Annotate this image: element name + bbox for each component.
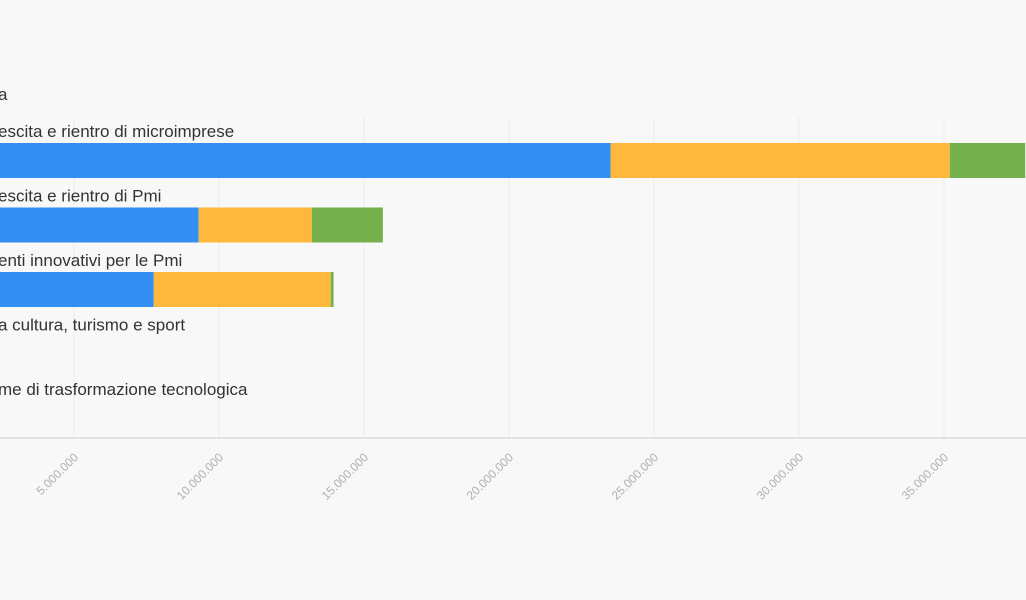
x-tick-label: 25.000.000 (609, 450, 662, 503)
bar-segment (0, 207, 199, 243)
bar-segment (0, 143, 611, 178)
category-label: me di trasformazione tecnologica (0, 380, 248, 399)
bar-segment (0, 272, 154, 307)
category-label: escita e rientro di Pmi (0, 187, 161, 206)
bar-segment (610, 143, 950, 178)
x-tick-label: 10.000.000 (174, 450, 227, 503)
bar-segment (153, 272, 331, 307)
x-tick-label: 15.000.000 (319, 450, 372, 503)
bar-segment (949, 143, 1026, 178)
category-label: escita e rientro di microimprese (0, 122, 234, 141)
x-tick-label: 5.000.000 (33, 450, 81, 498)
category-label: a cultura, turismo e sport (0, 316, 185, 335)
x-tick-label: 30.000.000 (754, 450, 807, 503)
bar-segment (198, 207, 312, 243)
category-labels: escita e rientro di microimprese escita e… (0, 122, 248, 399)
x-tick-label: 35.000.000 (899, 450, 952, 503)
x-tick-label: 20.000.000 (464, 450, 517, 503)
category-label: enti innovativi per le Pmi (0, 251, 182, 270)
bar-segment (311, 207, 383, 243)
bar-segment (330, 272, 334, 307)
x-axis-ticks: 5.000.000 10.000.000 15.000.000 20.000.000 2… (33, 450, 951, 503)
bars (0, 143, 1026, 307)
chart-header-label: a (0, 85, 8, 104)
